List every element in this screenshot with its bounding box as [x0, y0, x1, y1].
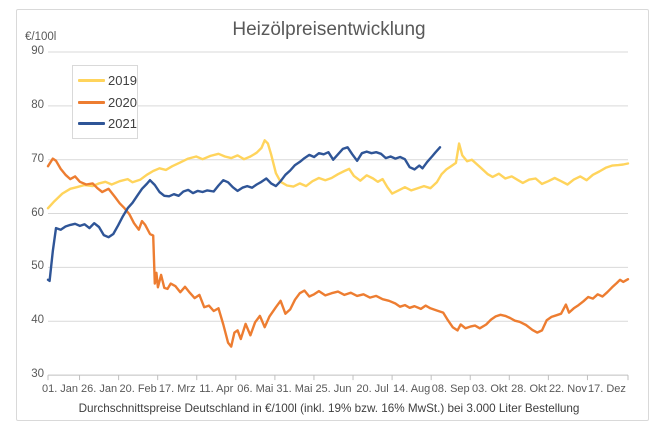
x-axis-label-5: 11. Apr: [199, 383, 234, 395]
x-axis-label-11: 08. Sep: [431, 383, 470, 395]
y-axis-label-80: 80: [31, 98, 44, 111]
x-axis-label-12: 03. Okt: [472, 383, 508, 395]
legend-item-label: 2020: [108, 94, 137, 110]
y-axis-label-50: 50: [31, 260, 44, 273]
legend-swatch-2020-icon: [78, 100, 105, 104]
legend-swatch-2021-icon: [78, 122, 105, 126]
x-axis-label-7: 31. Mai: [276, 383, 313, 395]
series-line-2019: [46, 139, 630, 210]
x-axis-label-15: 17. Dez: [588, 383, 626, 395]
y-axis-label-40: 40: [31, 314, 44, 327]
y-axis-label-70: 70: [31, 152, 44, 165]
y-axis-unit-label: €/100l: [25, 31, 57, 43]
chart-title: Heizölpreisentwicklung: [232, 19, 426, 40]
x-axis-label-6: 06. Mai: [237, 383, 274, 395]
x-axis-label-9: 20. Jul: [356, 383, 389, 395]
legend: 2019 2020 2021: [72, 65, 138, 139]
legend-swatch-2019-icon: [78, 78, 105, 82]
series-line-2021: [46, 146, 442, 283]
y-axis-label-60: 60: [31, 206, 44, 219]
x-axis-label-3: 20. Feb: [119, 383, 157, 395]
legend-item-label: 2019: [108, 72, 137, 88]
series-line-2020: [46, 157, 630, 348]
footer-caption: Durchschnittspreise Deutschland in €/100…: [78, 402, 580, 415]
x-axis-label-1: 01. Jan: [41, 383, 79, 395]
legend-item-2019: 2019: [78, 73, 137, 88]
legend-item-label: 2021: [108, 116, 137, 132]
y-axis-label-90: 90: [31, 45, 44, 57]
x-axis-label-10: 14. Aug: [392, 383, 431, 395]
x-axis-label-13: 28. Okt: [511, 383, 547, 395]
x-axis-label-8: 25. Jun: [315, 383, 352, 395]
x-axis-label-14: 22. Nov: [548, 383, 587, 395]
legend-item-2021: 2021: [78, 116, 137, 131]
x-axis-label-4: 17. Mrz: [158, 383, 196, 395]
legend-item-2020: 2020: [78, 95, 137, 110]
x-axis-label-2: 26. Jan: [81, 383, 118, 395]
y-axis-label-30: 30: [31, 368, 44, 381]
